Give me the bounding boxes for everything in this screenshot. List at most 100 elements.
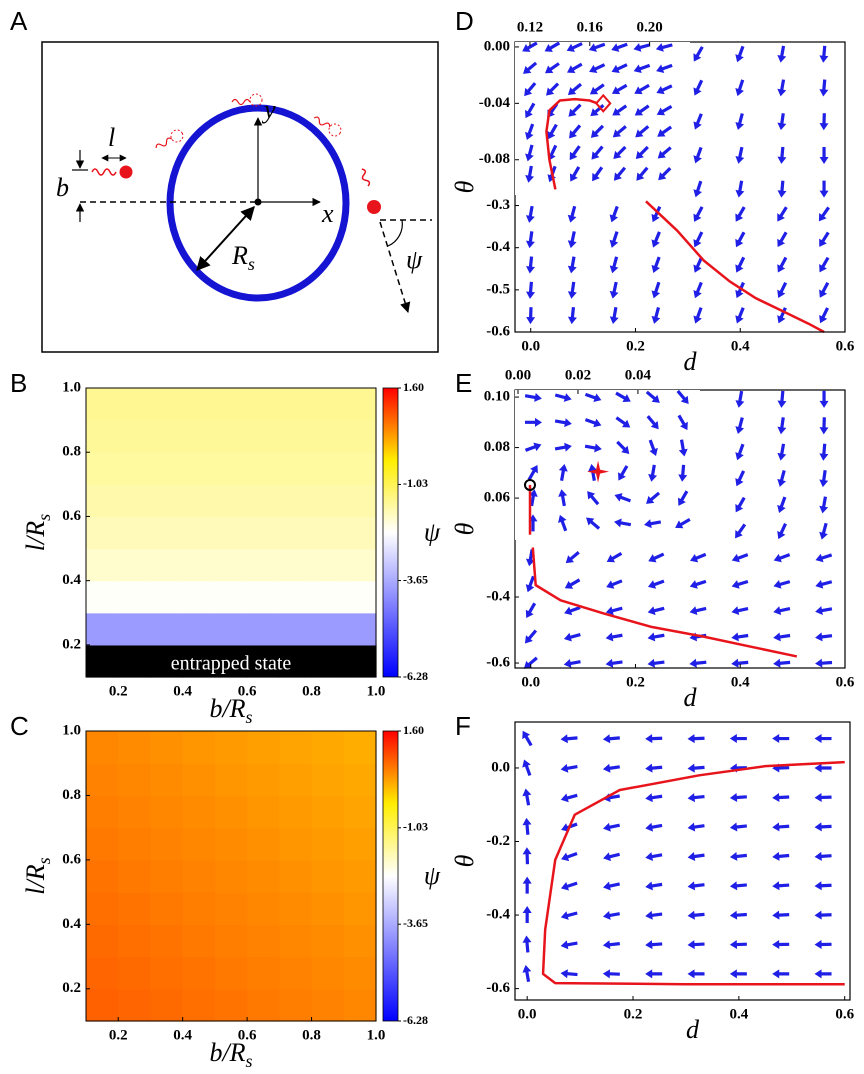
- arrow: [814, 851, 832, 861]
- arrow: [777, 79, 787, 97]
- arrow: [558, 489, 568, 507]
- heat-cell: [182, 924, 216, 958]
- arrow: [522, 730, 533, 747]
- arrow: [819, 417, 829, 435]
- heat-cell: [182, 731, 216, 764]
- heat-cell: [214, 484, 248, 518]
- arrow: [735, 417, 745, 435]
- arrow: [773, 580, 791, 589]
- arrow: [567, 205, 577, 223]
- arrow: [645, 852, 663, 861]
- arrow: [633, 63, 651, 74]
- arrow: [567, 281, 577, 299]
- x-tick-label: 0.2: [624, 1006, 643, 1022]
- arrow: [687, 793, 705, 803]
- arrow: [687, 852, 705, 861]
- arrow: [544, 41, 561, 52]
- arrow: [590, 104, 605, 117]
- arrow: [602, 910, 621, 920]
- arrow: [729, 910, 747, 920]
- arrow: [687, 940, 705, 950]
- heat-cell: [118, 731, 152, 764]
- arrow: [772, 734, 790, 744]
- arrow: [526, 281, 536, 299]
- arrow: [693, 79, 704, 96]
- heat-cell: [343, 988, 377, 1022]
- arrow: [729, 793, 747, 803]
- arrow: [523, 61, 538, 74]
- arrow: [645, 734, 663, 744]
- arrow: [777, 470, 786, 487]
- arrow: [589, 63, 606, 74]
- heading-arrow: [379, 221, 411, 314]
- arrow: [609, 231, 619, 248]
- arrow: [735, 79, 745, 97]
- x-tick-label: 0.02: [565, 367, 591, 383]
- arrow: [678, 439, 688, 457]
- arrow: [814, 734, 832, 744]
- arrow: [777, 146, 787, 164]
- arrow: [777, 523, 787, 540]
- heat-cell: [150, 388, 184, 421]
- heat-cell: [214, 548, 248, 582]
- arrow: [735, 443, 745, 461]
- heat-cell: [247, 731, 280, 764]
- panel-label: A: [10, 6, 28, 36]
- heat-cell: [311, 988, 345, 1022]
- arrow: [693, 206, 704, 222]
- arrow: [564, 578, 581, 589]
- arrow: [648, 439, 658, 457]
- heat-cell: [86, 892, 119, 925]
- colorbar-label: ψ: [424, 861, 441, 890]
- arrow: [648, 464, 658, 482]
- arrow: [525, 602, 537, 619]
- heat-cell: [279, 580, 313, 614]
- label-sub: s: [34, 514, 54, 521]
- heat-cell: [182, 859, 216, 893]
- arrow: [523, 656, 538, 669]
- arrow: [522, 41, 538, 52]
- arrow: [729, 940, 747, 950]
- arrow: [693, 146, 703, 164]
- heat-cell: [86, 516, 119, 550]
- heat-cell: [118, 612, 152, 646]
- sphere: [166, 104, 350, 302]
- x-tick-label: 0.00: [505, 367, 531, 383]
- colorbar: [382, 730, 399, 1022]
- y-tick-label: -0.5: [486, 281, 510, 297]
- heat-cell: [311, 795, 345, 829]
- arrow: [645, 390, 660, 403]
- heat-cell: [214, 731, 248, 764]
- swimmer-ghost: [231, 93, 263, 107]
- arrow: [658, 167, 672, 181]
- heat-cell: [118, 452, 152, 485]
- y-label: y: [261, 95, 276, 124]
- arrow: [560, 969, 578, 979]
- x-tick-label: 0.6: [836, 674, 855, 690]
- colorbar-tick-label: -3.65: [403, 572, 428, 586]
- heat-cell: [214, 388, 248, 421]
- arrow: [819, 390, 829, 408]
- x-tick-label: 0.4: [731, 338, 750, 354]
- arrow: [687, 881, 705, 891]
- heat-cell: [279, 795, 313, 829]
- marker: [523, 478, 536, 491]
- heat-cell: [279, 644, 313, 678]
- heat-cell: [118, 827, 152, 861]
- flagellum: [91, 168, 117, 176]
- heat-cell: [279, 452, 313, 485]
- arrow: [609, 281, 619, 299]
- radius-arrow: [196, 205, 255, 272]
- heat-cell: [247, 516, 280, 550]
- arrow: [564, 605, 581, 616]
- arrow: [609, 205, 619, 223]
- diagram-frame: [41, 41, 439, 353]
- arrow: [563, 658, 581, 668]
- heat-cell: [182, 988, 216, 1022]
- colorbar-tick-label: -1.03: [403, 820, 428, 834]
- heat-cell: [150, 827, 184, 861]
- arrow: [592, 166, 604, 182]
- arrow: [651, 256, 661, 274]
- arrow: [634, 104, 650, 116]
